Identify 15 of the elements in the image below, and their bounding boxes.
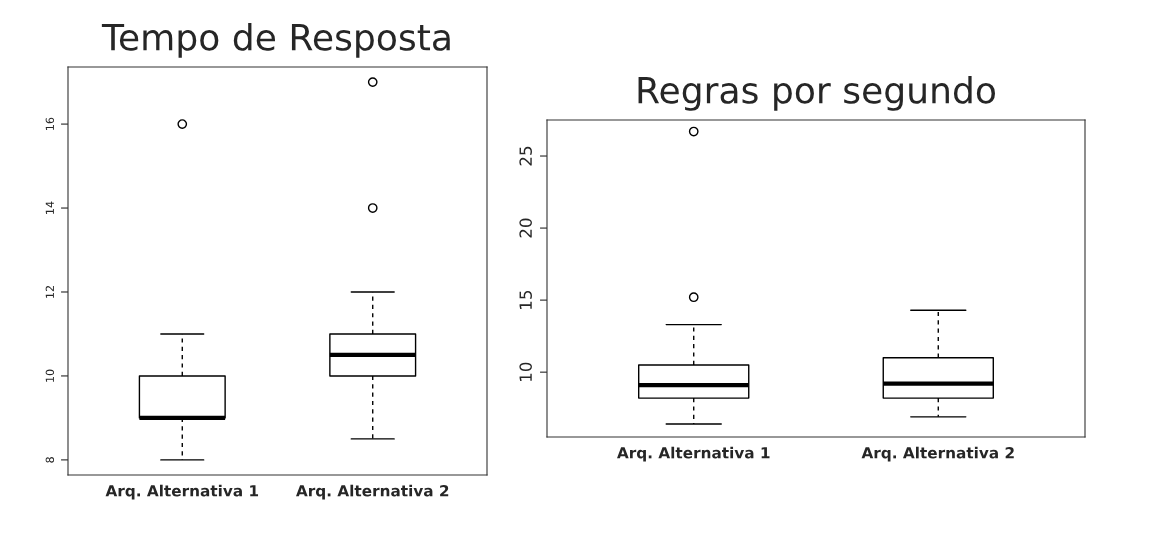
x-tick-label: Arq. Alternativa 1 <box>105 484 259 500</box>
y-tick-label: 15 <box>519 290 532 309</box>
chart-title: Tempo de Resposta <box>101 22 450 58</box>
y-tick-label: 16 <box>45 117 55 130</box>
x-tick-label: Arq. Alternativa 1 <box>616 446 770 462</box>
y-tick-label: 8 <box>45 457 55 463</box>
chart-title: Regras por segundo <box>638 75 995 111</box>
y-tick-label: 10 <box>45 369 55 382</box>
y-tick-label: 12 <box>45 286 54 298</box>
x-tick-label: Arq. Alternativa 2 <box>861 446 1014 462</box>
y-tick-label: 20 <box>519 218 532 238</box>
y-tick-label: 14 <box>45 201 54 214</box>
y-tick-label: 10 <box>519 362 532 381</box>
x-tick-label: Arq. Alternativa 2 <box>295 484 449 500</box>
y-tick-label: 25 <box>519 146 532 166</box>
